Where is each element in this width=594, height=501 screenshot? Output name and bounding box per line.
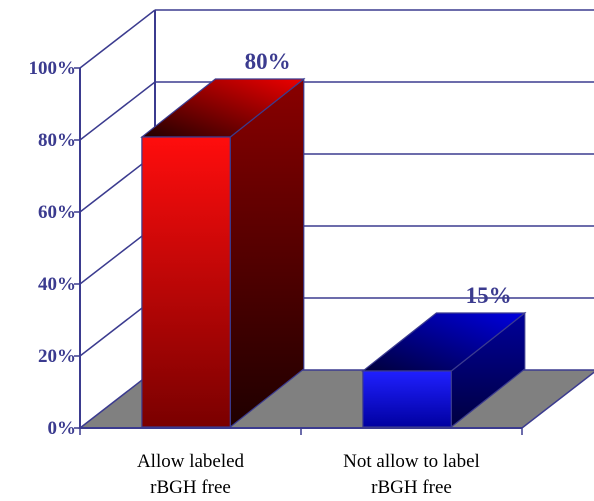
- category-label: rBGH free: [150, 477, 231, 498]
- data-label: 15%: [466, 283, 512, 308]
- category-label: rBGH free: [371, 477, 452, 498]
- data-labels: 80% 15%: [245, 49, 512, 308]
- bar-allow-labeled-front: [141, 136, 231, 428]
- bar-not-allow: [361, 311, 527, 429]
- gridline-side: [79, 81, 156, 141]
- bar-not-allow-front: [362, 370, 452, 428]
- y-tick-label: 0%: [48, 418, 77, 439]
- y-tick-label: 100%: [29, 58, 77, 79]
- category-label: Not allow to label: [343, 451, 480, 472]
- y-tick-label: 20%: [38, 346, 76, 367]
- bar-allow-labeled-side: [229, 77, 305, 429]
- y-tick-label: 40%: [38, 274, 76, 295]
- y-tick-label: 60%: [38, 202, 76, 223]
- bar-allow-labeled: [140, 77, 306, 429]
- y-axis-ticks: 0% 20% 40% 60% 80% 100%: [29, 58, 80, 439]
- x-axis-ticks: [79, 428, 523, 435]
- data-label: 80%: [245, 49, 291, 74]
- bars: [140, 77, 527, 429]
- category-labels: Allow labeled rBGH free Not allow to label…: [137, 451, 480, 498]
- category-label: Allow labeled: [137, 451, 245, 472]
- y-tick-label: 80%: [38, 130, 76, 151]
- gridline-side: [79, 9, 156, 69]
